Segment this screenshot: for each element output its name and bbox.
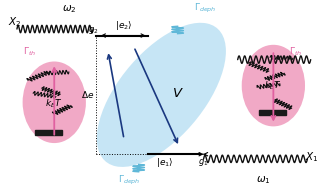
- Ellipse shape: [97, 23, 226, 167]
- Text: $\omega_1$: $\omega_1$: [256, 174, 271, 186]
- Text: $\Gamma_{deph}$: $\Gamma_{deph}$: [194, 2, 216, 15]
- Text: $g_2$: $g_2$: [88, 25, 98, 36]
- Ellipse shape: [22, 61, 86, 143]
- Bar: [35, 129, 62, 135]
- Text: $\omega_2$: $\omega_2$: [62, 4, 76, 15]
- Text: $k_BT$: $k_BT$: [45, 98, 63, 110]
- Text: $X_2$: $X_2$: [7, 16, 21, 29]
- Bar: [259, 110, 286, 115]
- Text: $\Gamma_{th}$: $\Gamma_{th}$: [289, 46, 303, 58]
- Text: $|e_1\rangle$: $|e_1\rangle$: [156, 156, 173, 169]
- Text: $\Gamma_{deph}$: $\Gamma_{deph}$: [118, 174, 140, 187]
- Text: $V$: $V$: [172, 88, 184, 100]
- Text: $X_1$: $X_1$: [304, 150, 318, 164]
- Text: $|e_2\rangle$: $|e_2\rangle$: [115, 19, 133, 32]
- Ellipse shape: [242, 45, 305, 126]
- Text: $\Delta e$: $\Delta e$: [81, 89, 94, 100]
- Text: $g_1$: $g_1$: [198, 157, 209, 168]
- Text: $k_BT$: $k_BT$: [264, 79, 282, 92]
- Text: $\Gamma_{th}$: $\Gamma_{th}$: [23, 46, 36, 58]
